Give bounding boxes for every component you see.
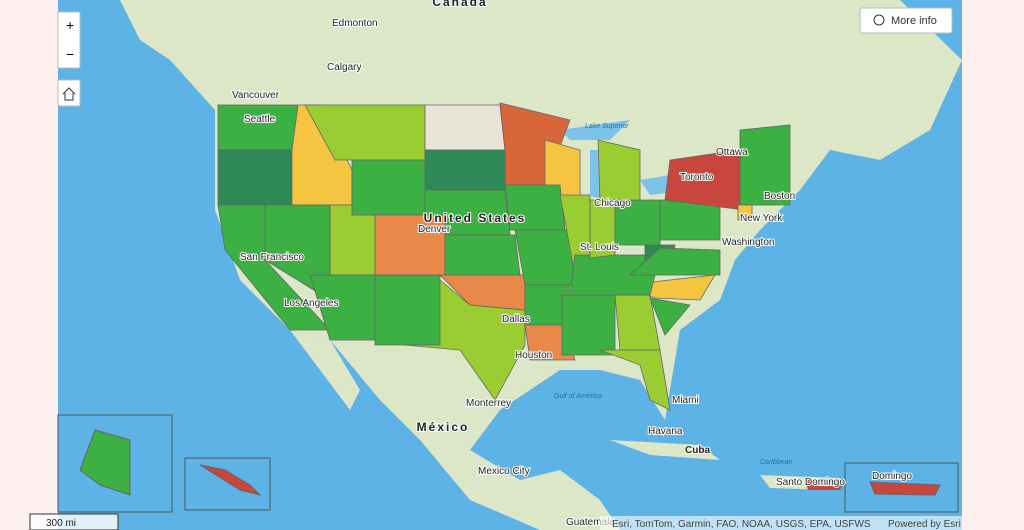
country-label: Canada [432,0,487,9]
city-label: Edmonton [332,18,378,29]
city-label: Monterrey [466,398,511,409]
city-label: Vancouver [232,90,280,101]
attribution-bar [600,516,962,530]
city-label: Miami [672,395,699,406]
zoom-in[interactable]: + [66,17,74,33]
city-label: Havana [648,426,683,437]
scale-bar [29,513,119,530]
insets [57,414,959,513]
city-label: Santo Domingo [776,477,845,488]
info-icon [873,14,885,26]
home-button[interactable] [57,79,81,107]
home-icon [62,87,76,101]
city-label: Boston [764,191,795,202]
powered-by[interactable]: Powered by Esri [888,519,961,530]
country-label: United States [424,211,527,225]
water-label: Caribbean [760,459,792,466]
city-label: Ottawa [716,147,748,158]
states [217,102,791,411]
city-label: Dallas [502,314,530,325]
city-label: Houston [515,350,552,361]
city-label: Los Angeles [284,298,339,309]
city-label: Mexico City [478,466,530,477]
water-label: Lake Superior [585,123,629,130]
city-label: San Francisco [240,252,304,263]
zoom-out[interactable]: − [66,46,74,62]
city-label: Denver [418,224,451,235]
country-label: Cuba [685,445,710,456]
city-label: Chicago [594,198,631,209]
city-label: Calgary [327,62,361,73]
more-info-label[interactable]: More info [891,15,937,27]
city-label: Seattle [244,114,276,125]
more-info-button[interactable] [859,7,953,34]
labels: Canada United States México Cuba Edmonto… [231,0,913,529]
city-label: St. Louis [580,242,619,253]
scale-label: 300 mi [46,518,76,529]
city-label: New York [740,213,783,224]
water-label: Gulf of America [554,393,602,400]
controls: + − More info 300 mi Esri, TomTom, Garmi… [29,7,962,530]
city-label: Toronto [680,172,714,183]
country-label: México [417,420,470,434]
zoom-control [57,11,81,69]
city-label: Washington [722,237,774,248]
attribution: Esri, TomTom, Garmin, FAO, NOAA, USGS, E… [612,519,871,530]
inset-label: Domingo [872,471,912,482]
